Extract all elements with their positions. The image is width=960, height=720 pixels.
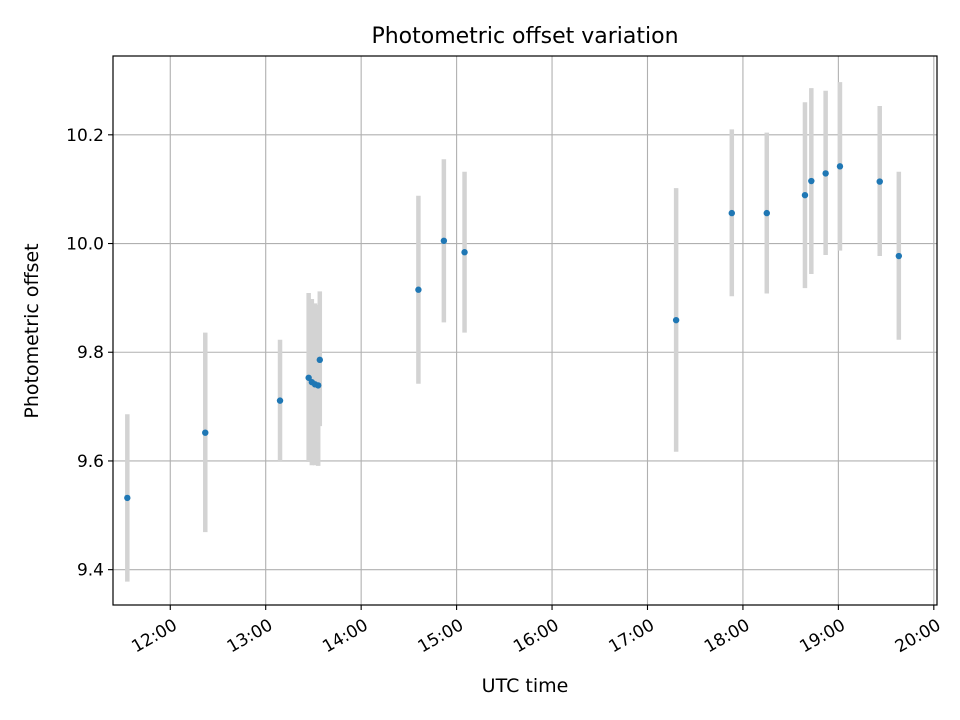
data-point — [728, 209, 735, 217]
data-point — [836, 163, 844, 170]
data-point — [315, 382, 322, 389]
data-point — [202, 429, 209, 436]
y-tick-label: 10.2 — [66, 126, 104, 146]
y-tick-label: 10.0 — [66, 235, 104, 255]
data-point — [440, 237, 448, 245]
data-point — [801, 191, 809, 199]
x-axis-label: UTC time — [482, 675, 569, 697]
chart-title: Photometric offset variation — [371, 24, 678, 49]
y-tick-label: 9.4 — [77, 561, 104, 581]
data-point — [876, 178, 883, 185]
y-tick-label: 9.8 — [77, 343, 104, 363]
data-point — [461, 249, 468, 256]
grid — [113, 56, 937, 605]
data-point — [124, 494, 131, 502]
y-axis-ticks: 9.4 9.6 9.8 10.0 10.2 — [66, 126, 113, 581]
y-axis-label: Photometric offset — [21, 243, 43, 418]
data-point — [763, 209, 770, 217]
data-point — [316, 356, 323, 364]
y-tick-label: 9.6 — [77, 452, 104, 472]
data-point — [276, 397, 284, 404]
data-points — [124, 163, 903, 502]
plot-frame — [112, 55, 938, 606]
data-point — [822, 170, 829, 177]
data-point — [895, 252, 903, 260]
data-point — [672, 316, 680, 324]
data-point — [808, 177, 815, 185]
data-point — [415, 286, 422, 293]
